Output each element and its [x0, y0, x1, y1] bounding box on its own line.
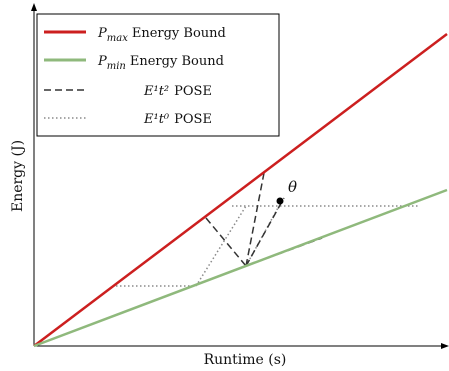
legend-math-pmax-sub: max	[107, 33, 128, 44]
legend-text-e1t0: POSE	[174, 112, 212, 127]
legend-math-e1t0: E¹t⁰	[143, 112, 170, 127]
theta-label: θ	[288, 178, 297, 196]
series-line-e1t2-seg-2	[245, 172, 265, 267]
legend-label-e1t0: E¹t⁰ POSE	[143, 112, 212, 127]
legend-math-pmin-base: P	[97, 54, 107, 69]
series-layer	[33, 33, 448, 348]
legend-text-e1t2: POSE	[174, 84, 212, 99]
series-line-e1t2-seg-0	[205, 217, 247, 267]
legend: Pmax Energy Bound Pmin Energy Bound E¹t² PO…	[36, 13, 280, 137]
legend-item-e1t2: E¹t² POSE	[44, 84, 212, 99]
legend-math-e1t2: E¹t²	[143, 84, 169, 99]
legend-math-pmin-sub: min	[107, 61, 126, 72]
series-line-pmin	[33, 188, 448, 348]
legend-box	[36, 13, 280, 137]
legend-math-pmax-base: P	[97, 26, 107, 41]
legend-item-e1t0: E¹t⁰ POSE	[44, 112, 212, 127]
legend-text-pmin: Energy Bound	[130, 54, 224, 69]
legend-label-pmax: Pmax Energy Bound	[97, 26, 226, 44]
legend-label-e1t2: E¹t² POSE	[143, 84, 212, 99]
series-line-pmax	[33, 33, 448, 347]
axes	[31, 3, 449, 349]
legend-label-pmin: Pmin Energy Bound	[97, 54, 224, 72]
series-line-e1t2-seg-1	[245, 197, 285, 267]
theta-point	[276, 197, 284, 205]
legend-item-pmax: Pmax Energy Bound	[44, 26, 226, 44]
x-axis-label: Runtime (s)	[204, 352, 287, 368]
legend-text-pmax: Energy Bound	[132, 26, 226, 41]
legend-item-pmin: Pmin Energy Bound	[44, 54, 224, 72]
y-axis-label: Energy (J)	[10, 140, 26, 212]
x-axis-arrow	[441, 343, 449, 349]
theta-annotation: θ	[276, 178, 297, 205]
y-axis-arrow	[31, 3, 37, 11]
